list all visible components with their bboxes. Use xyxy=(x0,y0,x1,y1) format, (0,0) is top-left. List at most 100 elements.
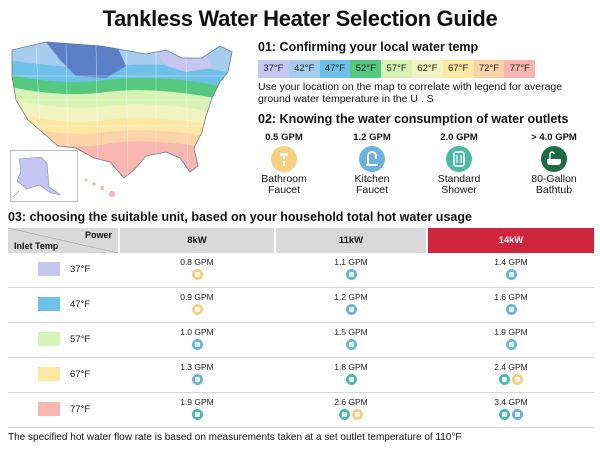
flow-rate: 1.2 GPM xyxy=(334,292,368,302)
kitchen-icon xyxy=(505,269,517,280)
flow-cell: 2.4 GPM xyxy=(436,362,586,385)
inlet-temp-label: Inlet Temp xyxy=(14,241,59,251)
table-row: 57°F 1.0 GPM 1.5 GPM 1.9 GPM xyxy=(8,323,594,358)
section-3-heading: 03: choosing the suitable unit, based on… xyxy=(8,210,472,224)
flow-cell: 2.6 GPM xyxy=(276,397,426,420)
flow-cell: 1.2 GPM xyxy=(276,292,426,315)
footer-note: The specified hot water flow rate is bas… xyxy=(8,432,462,443)
kitchen-icon xyxy=(345,304,357,315)
kitchen-icon xyxy=(191,339,203,350)
flow-cell: 0.9 GPM xyxy=(122,292,272,315)
outlet-gpm: 0.5 GPM xyxy=(265,132,303,143)
legend-52: 52°F xyxy=(350,60,382,78)
legend-72: 72°F xyxy=(473,60,505,78)
flow-cell: 3.4 GPM xyxy=(436,397,586,420)
outlet-icons xyxy=(122,374,272,385)
flow-cell: 1.8 GPM xyxy=(276,362,426,385)
kitchen-icon xyxy=(191,374,203,385)
temperature-swatch xyxy=(38,402,60,416)
outlet-standard-shower: 2.0 GPM Standard Shower xyxy=(419,132,499,196)
legend-77: 77°F xyxy=(504,60,536,78)
page-title: Tankless Water Heater Selection Guide xyxy=(102,6,498,31)
outlet-name-line2: Faucet xyxy=(267,184,301,196)
flow-cell: 1.9 GPM xyxy=(436,327,586,350)
section-1-heading: 01: Confirming your local water temp xyxy=(258,40,479,54)
flow-cell: 1.4 GPM xyxy=(436,257,586,280)
shower-icon xyxy=(499,409,510,420)
outlet-icons xyxy=(122,409,272,420)
flow-rate: 1.9 GPM xyxy=(180,397,214,407)
legend-47: 47°F xyxy=(319,60,351,78)
table-row: 77°F 1.9 GPM 2.6 GPM 3.4 GPM xyxy=(8,393,594,428)
column-11kw: 11kW xyxy=(276,228,426,253)
bathroom-icon xyxy=(512,374,523,385)
flow-cell: 1.9 GPM xyxy=(122,397,272,420)
flow-rate: 1.8 GPM xyxy=(334,362,368,372)
flow-rate: 2.6 GPM xyxy=(334,397,368,407)
flow-rate: 1.4 GPM xyxy=(494,257,528,267)
outlet-name-line2: Bathtub xyxy=(535,184,573,196)
power-label: Power xyxy=(84,230,112,240)
flow-cell: 1.5 GPM xyxy=(276,327,426,350)
us-water-temperature-map xyxy=(11,41,233,179)
flow-rate: 1.6 GPM xyxy=(494,292,528,302)
bathtub-icon xyxy=(541,146,567,172)
outlet-icons xyxy=(122,269,272,280)
flow-rate: 0.8 GPM xyxy=(180,257,214,267)
table-corner-header: Power Inlet Temp xyxy=(8,228,118,253)
shower-icon xyxy=(191,409,203,420)
kitchen-icon xyxy=(345,269,357,280)
table-body: 37°F 0.8 GPM 1.1 GPM 1.4 GPM 47°F 0.9 GPM 1.2 … xyxy=(8,253,594,428)
shower-icon xyxy=(345,374,357,385)
temperature-swatch xyxy=(38,332,60,346)
flow-rate: 3.4 GPM xyxy=(494,397,528,407)
column-8kw: 8kW xyxy=(120,228,274,253)
outlet-name-line2: Faucet xyxy=(355,184,389,196)
outlet-icons xyxy=(276,409,426,420)
outlet-icons xyxy=(276,374,426,385)
outlet-icons xyxy=(436,304,586,315)
inlet-temp: 47°F xyxy=(70,299,91,310)
kitchen-icon xyxy=(505,339,517,350)
hawaii-inset xyxy=(84,178,115,197)
column-14kw: 14kW xyxy=(428,228,594,253)
selection-table: Power Inlet Temp 8kW 11kW 14kW 37°F 0.8 G… xyxy=(8,228,594,428)
table-header: Power Inlet Temp 8kW 11kW 14kW xyxy=(8,228,594,253)
inlet-temp: 67°F xyxy=(70,369,91,380)
flow-cell: 1.0 GPM xyxy=(122,327,272,350)
flow-cell: 0.8 GPM xyxy=(122,257,272,280)
legend-42: 42°F xyxy=(288,60,320,78)
flow-rate: 1.3 GPM xyxy=(180,362,214,372)
outlet-icons xyxy=(436,269,586,280)
outlet-name-line1: Kitchen xyxy=(354,173,390,185)
shower-icon xyxy=(446,146,472,172)
outlet-icons xyxy=(436,409,586,420)
legend-67: 67°F xyxy=(442,60,474,78)
legend-62: 62°F xyxy=(411,60,443,78)
flow-cell: 1.1 GPM xyxy=(276,257,426,280)
section-2-heading: 02: Knowing the water consumption of wat… xyxy=(258,112,569,126)
outlet-icons xyxy=(436,339,586,350)
kitchen-icon xyxy=(345,339,357,350)
kitchen-icon xyxy=(505,304,517,315)
legend-description: Use your location on the map to correlat… xyxy=(258,81,563,105)
flow-rate: 2.4 GPM xyxy=(494,362,528,372)
outlet-kitchen-faucet: 1.2 GPM Kitchen Faucet xyxy=(332,132,412,196)
inlet-temp: 37°F xyxy=(70,264,91,275)
outlet-bathtub: > 4.0 GPM 80-Gallon Bathtub xyxy=(514,132,594,196)
kitchen-faucet-icon xyxy=(359,146,385,172)
bathroom-icon xyxy=(352,409,363,420)
temperature-swatch xyxy=(38,297,60,311)
table-row: 47°F 0.9 GPM 1.2 GPM 1.6 GPM xyxy=(8,288,594,323)
outlet-name-line1: Bathroom xyxy=(261,173,307,185)
outlet-icons xyxy=(276,304,426,315)
outlet-gpm: 1.2 GPM xyxy=(353,132,391,143)
inlet-temp: 77°F xyxy=(70,404,91,415)
temperature-legend: 37°F 42°F 47°F 52°F 57°F 62°F 67°F 72°F … xyxy=(258,60,536,78)
outlet-icons xyxy=(436,374,586,385)
temperature-swatch xyxy=(38,262,60,276)
outlet-icons xyxy=(276,339,426,350)
outlet-name-line2: Shower xyxy=(441,184,477,196)
shower-icon xyxy=(499,374,510,385)
bathroom-faucet-icon xyxy=(271,146,297,172)
